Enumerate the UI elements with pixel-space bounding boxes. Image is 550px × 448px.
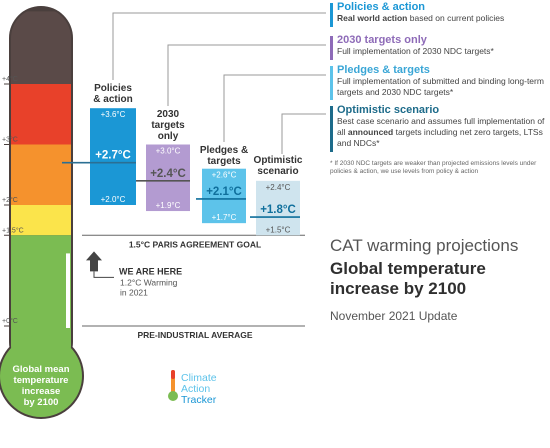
thermometer-band xyxy=(11,205,71,236)
scenario-low-label: +1.5°C xyxy=(266,225,291,234)
legend-connector xyxy=(167,44,326,106)
logo-thermometer-top xyxy=(171,370,175,379)
thermometer-bands xyxy=(11,11,71,376)
scenario-name: Policies xyxy=(94,83,132,94)
thermometer-label-line: Global mean xyxy=(12,364,69,375)
current-warming-indicator xyxy=(66,253,70,328)
scenario-central-label: +2.4°C xyxy=(150,168,186,180)
legend-ndc2030: 2030 targets only Full implementation of… xyxy=(330,34,545,60)
scenario-low-label: +1.9°C xyxy=(156,201,181,210)
scenario-central-label: +1.8°C xyxy=(260,204,296,216)
scenario-high-label: +2.4°C xyxy=(266,183,291,192)
scenario-high-label: +3.6°C xyxy=(101,110,126,119)
legend-desc-policies: Real world action based on current polic… xyxy=(337,13,505,23)
thermometer-bulb xyxy=(0,335,82,417)
legend-title-ndc2030: 2030 targets only xyxy=(337,34,427,46)
thermometer-tick-label: +1.5°C xyxy=(2,226,24,234)
scenario-range-bar xyxy=(256,180,300,236)
scenario-name: scenario xyxy=(257,166,298,177)
reference-line-label: PRE-INDUSTRIAL AVERAGE xyxy=(137,330,252,340)
legend-optimistic: Optimistic scenario Best case scenario a… xyxy=(330,104,545,152)
legend-bar-pledges xyxy=(330,66,333,100)
legend-title-pledges: Pledges & targets xyxy=(337,64,430,76)
thermometer-tick-label: +2°C xyxy=(2,196,18,204)
legend-bar-ndc2030 xyxy=(330,36,333,60)
legend-desc-ndc2030: Full implementation of 2030 NDC targets* xyxy=(337,46,494,56)
we-are-here-connector xyxy=(93,271,114,278)
thermometer-tick-label: +3°C xyxy=(2,136,18,144)
thermometer-band xyxy=(11,11,71,84)
legend-title-optimistic: Optimistic scenario xyxy=(337,104,440,116)
legend-desc-optimistic: Best case scenario and assumes full impl… xyxy=(337,116,545,148)
legend-title-policies: Policies & action xyxy=(337,1,426,13)
legend-bar-optimistic xyxy=(330,106,333,152)
chart-title: CAT warming projections xyxy=(330,236,519,255)
scenario-range-bar xyxy=(90,108,136,205)
scenario-range-bar xyxy=(202,168,246,224)
thermometer-tick-label: +4°C xyxy=(2,75,18,83)
legend-policies: Policies & action Real world action base… xyxy=(330,1,545,27)
thermometer-band xyxy=(11,144,71,205)
we-are-here-title: WE ARE HERE xyxy=(119,266,182,276)
scenario-low-label: +2.0°C xyxy=(101,195,126,204)
scenario-low-label: +1.7°C xyxy=(212,213,237,222)
scenario-range-bar xyxy=(146,144,190,212)
legend-pledges: Pledges & targets Full implementation of… xyxy=(330,64,545,100)
scenario-name: Optimistic xyxy=(254,155,303,166)
legend-connector xyxy=(281,113,326,154)
thermometer-label-line: by 2100 xyxy=(24,397,59,408)
scenario-high-label: +2.6°C xyxy=(212,171,237,180)
scenario-name: Pledges & xyxy=(200,145,248,156)
scenario-central-label: +2.7°C xyxy=(95,150,131,162)
we-are-here-arrow-icon xyxy=(86,251,102,272)
scenario-name: targets xyxy=(207,156,241,167)
legend-desc-pledges: Full implementation of submitted and bin… xyxy=(337,76,544,97)
we-are-here-sub: 1.2°C Warming xyxy=(120,277,178,287)
we-are-here-sub: in 2021 xyxy=(120,287,148,297)
thermometer-label-line: increase xyxy=(22,386,61,397)
logo-text-line: Climate xyxy=(181,372,217,384)
logo-text-line: Action xyxy=(181,383,210,395)
scenario-high-label: +3.0°C xyxy=(156,147,181,156)
scenario-name: targets xyxy=(151,120,185,131)
reference-line-label: 1.5°C PARIS AGREEMENT GOAL xyxy=(129,239,261,249)
thermometer-band xyxy=(11,84,71,145)
legend-connector xyxy=(112,12,326,80)
scenario-central-label: +2.1°C xyxy=(206,186,242,198)
chart-subtitle: Global temperature increase by 2100 xyxy=(330,259,486,298)
thermometer-label-line: temperature xyxy=(14,375,69,386)
legend-bar-policies xyxy=(330,3,333,27)
logo-text-line: Tracker xyxy=(181,394,217,406)
thermometer-tick-label: +0°C xyxy=(2,317,18,325)
update-date: November 2021 Update xyxy=(330,309,458,323)
scenario-name: only xyxy=(158,131,179,142)
scenario-name: 2030 xyxy=(157,109,180,120)
legend-connector xyxy=(223,74,326,142)
footnote: * If 2030 NDC targets are weaker than pr… xyxy=(330,160,537,175)
scenario-name: & action xyxy=(93,94,132,105)
logo-thermometer-bulb xyxy=(168,391,178,401)
